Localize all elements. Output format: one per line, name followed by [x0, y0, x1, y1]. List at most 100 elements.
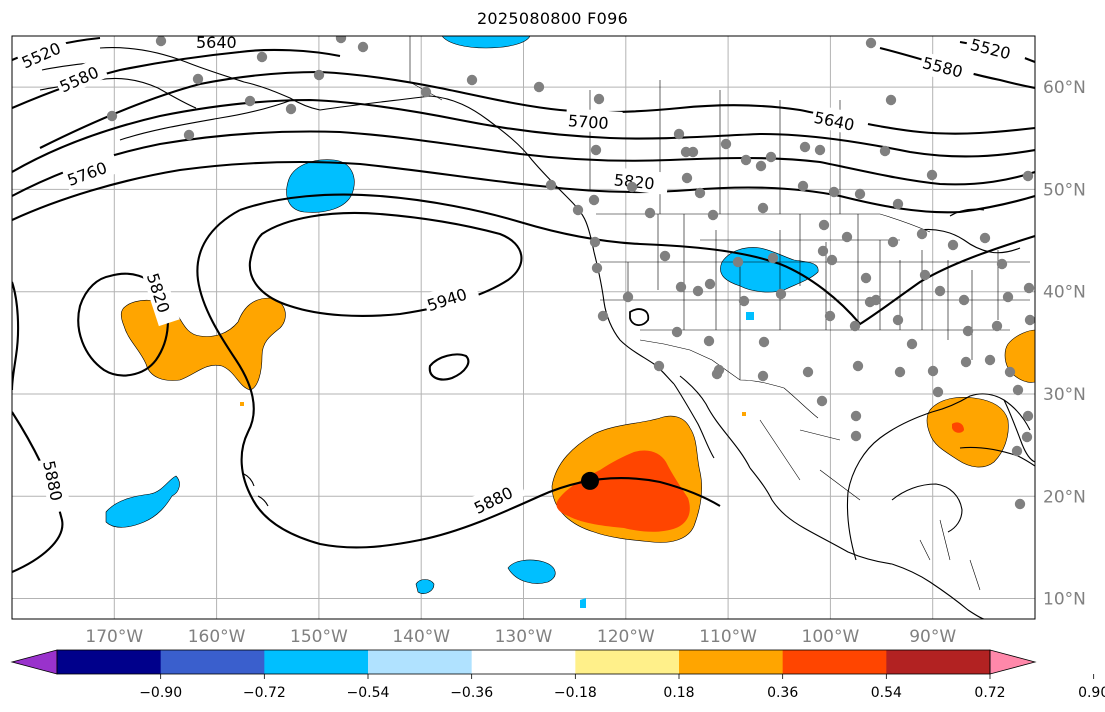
- contour-label: 5820: [613, 170, 655, 193]
- station-dot: [285, 103, 297, 115]
- station-dot: [919, 269, 931, 281]
- station-dot: [758, 336, 770, 348]
- contour-5820: [12, 160, 1035, 221]
- negative-anomaly-patch: [415, 579, 435, 594]
- lat-tick-label: 60°N: [1043, 78, 1086, 98]
- station-dot: [671, 326, 683, 338]
- contour-label: 5700: [567, 111, 609, 133]
- colorbar-tick-label: −0.54: [347, 685, 390, 701]
- lon-tick-label: 90°W: [909, 627, 956, 647]
- lat-tick-label: 20°N: [1043, 487, 1086, 507]
- colorbar-segment: [57, 650, 162, 674]
- station-dot: [597, 310, 609, 322]
- colorbar-frame: [56, 649, 991, 675]
- station-dot: [545, 179, 557, 191]
- colorbar-segment: [782, 650, 887, 674]
- lon-tick-label: 130°W: [495, 627, 553, 647]
- negative-anomaly-patch: [105, 475, 180, 528]
- colorbar-tick-label: −0.72: [243, 685, 286, 701]
- station-dot: [817, 245, 829, 257]
- lat-tick-label: 50°N: [1043, 180, 1086, 200]
- station-dot: [572, 204, 584, 216]
- station-dot: [590, 144, 602, 156]
- station-dot: [860, 272, 872, 284]
- colorbar-segment: [471, 650, 576, 674]
- colorbar-segment: [264, 650, 369, 674]
- colorbar-tick-label: 0.90: [1078, 685, 1105, 701]
- colorbar-segment: [160, 650, 265, 674]
- station-dot: [916, 228, 928, 240]
- negative-anomaly-patch: [441, 36, 531, 49]
- station-dot: [588, 194, 600, 206]
- station-dot: [357, 41, 369, 53]
- station-dot: [720, 138, 732, 150]
- colorbar-segment: [886, 650, 991, 674]
- station-dot: [256, 51, 268, 63]
- station-dot: [1012, 384, 1024, 396]
- station-dot: [984, 354, 996, 366]
- height-contours: [12, 36, 1035, 573]
- station-dot: [979, 232, 991, 244]
- station-dot: [335, 36, 347, 44]
- station-dot: [692, 285, 704, 297]
- storm-center-marker: [580, 471, 599, 490]
- station-dot: [879, 145, 891, 157]
- station-dot: [1022, 170, 1034, 182]
- station-dot: [926, 169, 938, 181]
- anomaly-shading: [105, 36, 1035, 608]
- colorbar-segment: [368, 650, 473, 674]
- station-dot: [802, 366, 814, 378]
- station-markers: [106, 36, 1035, 510]
- station-dot: [824, 310, 836, 322]
- lon-tick-label: 160°W: [188, 627, 246, 647]
- station-dot: [1014, 498, 1026, 510]
- station-dot: [854, 188, 866, 200]
- positive-anomaly-patch: [240, 402, 244, 406]
- positive-anomaly-patch: [556, 450, 690, 532]
- lon-tick-label: 140°W: [392, 627, 450, 647]
- positive-anomaly-patch: [742, 412, 746, 416]
- station-dot: [1002, 291, 1014, 303]
- lon-tick-label: 170°W: [85, 627, 143, 647]
- colorbar-segment: [575, 650, 680, 674]
- station-dot: [932, 386, 944, 398]
- station-dot: [775, 288, 787, 300]
- map-frame: [11, 35, 1036, 620]
- station-dot: [755, 160, 767, 172]
- station-dot: [713, 364, 725, 376]
- station-dot: [885, 94, 897, 106]
- station-dot: [1004, 366, 1016, 378]
- station-dot: [589, 236, 601, 248]
- colorbar-tick-label: 0.72: [974, 685, 1005, 701]
- lat-tick-label: 30°N: [1043, 385, 1086, 405]
- station-dot: [420, 86, 432, 98]
- contour-5940: [248, 211, 523, 317]
- contour-5640: [200, 36, 208, 38]
- contour-5940-small: [629, 308, 650, 326]
- station-dot: [870, 294, 882, 306]
- lat-tick-label: 10°N: [1043, 590, 1086, 610]
- station-dot: [653, 360, 665, 372]
- contour-5580: [879, 46, 1035, 90]
- positive-anomaly-patch: [952, 422, 964, 433]
- station-dot: [681, 172, 693, 184]
- station-dot: [887, 236, 899, 248]
- station-dot: [934, 285, 946, 297]
- station-dot: [757, 202, 769, 214]
- station-dot: [694, 187, 706, 199]
- station-dot: [947, 239, 959, 251]
- station-dot: [593, 93, 605, 105]
- station-dot: [814, 144, 826, 156]
- colorbar-extend-high: [989, 649, 1037, 675]
- station-dot: [892, 314, 904, 326]
- station-dot: [313, 69, 325, 81]
- colorbar-tick-labels: −0.90 −0.72 −0.54 −0.36 −0.18 0.18 0.36 0.54 0.7…: [139, 674, 1105, 701]
- latitude-labels: 10°N 20°N 30°N 40°N 50°N 60°N: [1043, 78, 1086, 609]
- lon-tick-label: 100°W: [802, 627, 860, 647]
- station-dot: [106, 110, 118, 122]
- gridlines: [12, 36, 1035, 619]
- station-dot: [828, 186, 840, 198]
- colorbar-tick-label: −0.36: [450, 685, 493, 701]
- station-dot: [894, 366, 906, 378]
- station-dot: [850, 410, 862, 422]
